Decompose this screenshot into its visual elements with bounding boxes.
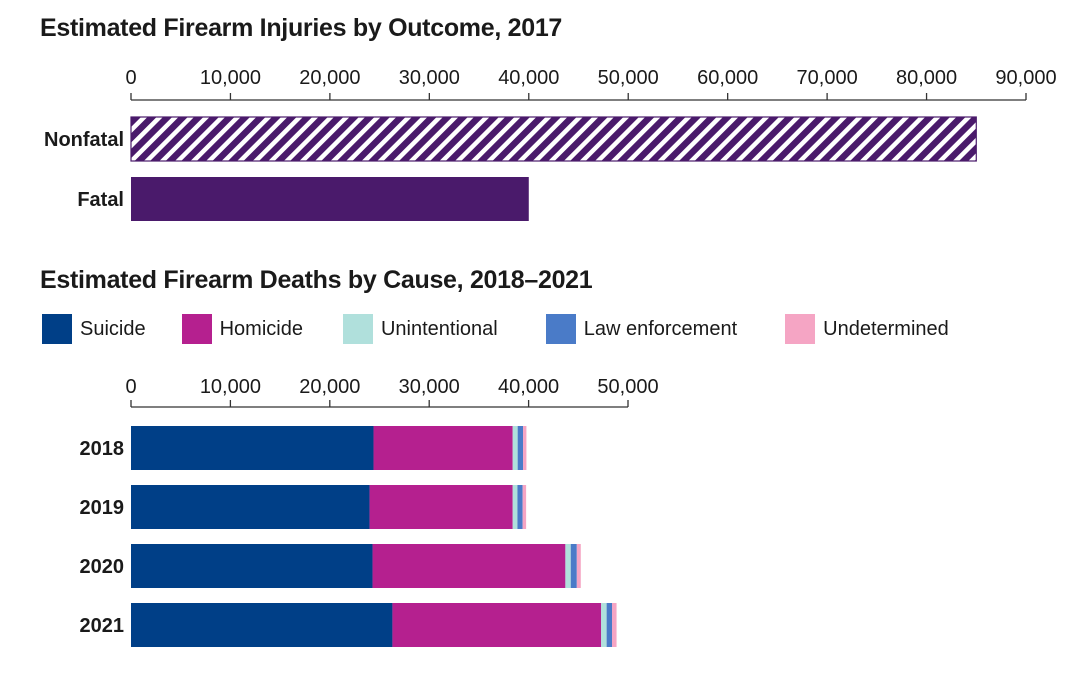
deaths-tick-label: 30,000: [399, 376, 460, 398]
deaths-tick-label: 50,000: [597, 376, 658, 398]
legend-label-unintentional: Unintentional: [380, 317, 498, 340]
year-label-2020: 2020: [80, 556, 125, 578]
legend-label-law-enforcement: Law enforcement: [583, 317, 738, 340]
injuries-tick-label: 40,000: [498, 67, 559, 89]
legend-swatch-suicide: [42, 314, 72, 344]
legend-label-homicide: Homicide: [219, 317, 303, 340]
bar-2018-homicide: [373, 426, 513, 470]
bar-2020-law-enforcement: [570, 544, 577, 588]
legend-item-homicide: Homicide: [181, 314, 303, 344]
bar-2020-homicide: [372, 544, 566, 588]
bar-2021-undetermined: [611, 603, 617, 647]
bar-2020-undetermined: [576, 544, 581, 588]
injuries-tick-label: 80,000: [896, 67, 957, 89]
bar-2021-law-enforcement: [606, 603, 612, 647]
bar-2018-law-enforcement: [517, 426, 524, 470]
bar-2020-suicide: [131, 544, 373, 588]
chart-title-deaths: Estimated Firearm Deaths by Cause, 2018–…: [40, 266, 593, 294]
legend-swatch-unintentional: [342, 314, 373, 344]
category-label-nonfatal: Nonfatal: [44, 129, 124, 151]
injuries-tick-label: 30,000: [399, 67, 460, 89]
year-label-2019: 2019: [80, 497, 125, 519]
legend-item-unintentional: Unintentional: [342, 314, 498, 344]
injuries-chart: 0 10,000 20,000 30,000 40,000 50,000 60,000 70,…: [44, 67, 1057, 221]
bar-2021-unintentional: [601, 603, 607, 647]
bar-nonfatal: [130, 116, 977, 162]
bar-2019-law-enforcement: [517, 485, 523, 529]
legend-swatch-undetermined: [785, 314, 816, 344]
bar-fatal: [131, 177, 529, 221]
bar-2019-undetermined: [522, 485, 527, 529]
injuries-tick-label: 60,000: [697, 67, 758, 89]
bar-2021-homicide: [392, 603, 602, 647]
injuries-tick-label: 10,000: [200, 67, 261, 89]
bar-2020-unintentional: [565, 544, 571, 588]
legend-swatch-homicide: [181, 314, 212, 344]
deaths-tick-label: 40,000: [498, 376, 559, 398]
legend-item-undetermined: Undetermined: [785, 314, 949, 344]
legend: Suicide Homicide Unintentional Law enfor…: [42, 314, 949, 344]
bar-2018-unintentional: [512, 426, 518, 470]
injuries-tick-label: 0: [125, 67, 136, 89]
injuries-tick-label: 90,000: [995, 67, 1056, 89]
injuries-tick-label: 50,000: [598, 67, 659, 89]
legend-item-suicide: Suicide: [42, 314, 146, 344]
deaths-tick-label: 10,000: [200, 376, 261, 398]
deaths-tick-label: 0: [125, 376, 136, 398]
deaths-tick-label: 20,000: [299, 376, 360, 398]
bar-2019-suicide: [131, 485, 370, 529]
bar-2018-undetermined: [523, 426, 527, 470]
year-label-2018: 2018: [80, 438, 125, 460]
legend-swatch-law-enforcement: [545, 314, 576, 344]
injuries-tick-label: 20,000: [299, 67, 360, 89]
legend-item-law-enforcement: Law enforcement: [545, 314, 738, 344]
chart-title-injuries: Estimated Firearm Injuries by Outcome, 2…: [40, 14, 563, 42]
injuries-tick-label: 70,000: [797, 67, 858, 89]
legend-label-suicide: Suicide: [80, 317, 146, 340]
bar-2019-homicide: [369, 485, 513, 529]
year-label-2021: 2021: [80, 615, 125, 637]
bar-2021-suicide: [131, 603, 393, 647]
legend-label-undetermined: Undetermined: [823, 317, 949, 340]
bar-2018-suicide: [131, 426, 374, 470]
category-label-fatal: Fatal: [77, 189, 124, 211]
bar-2019-unintentional: [512, 485, 518, 529]
